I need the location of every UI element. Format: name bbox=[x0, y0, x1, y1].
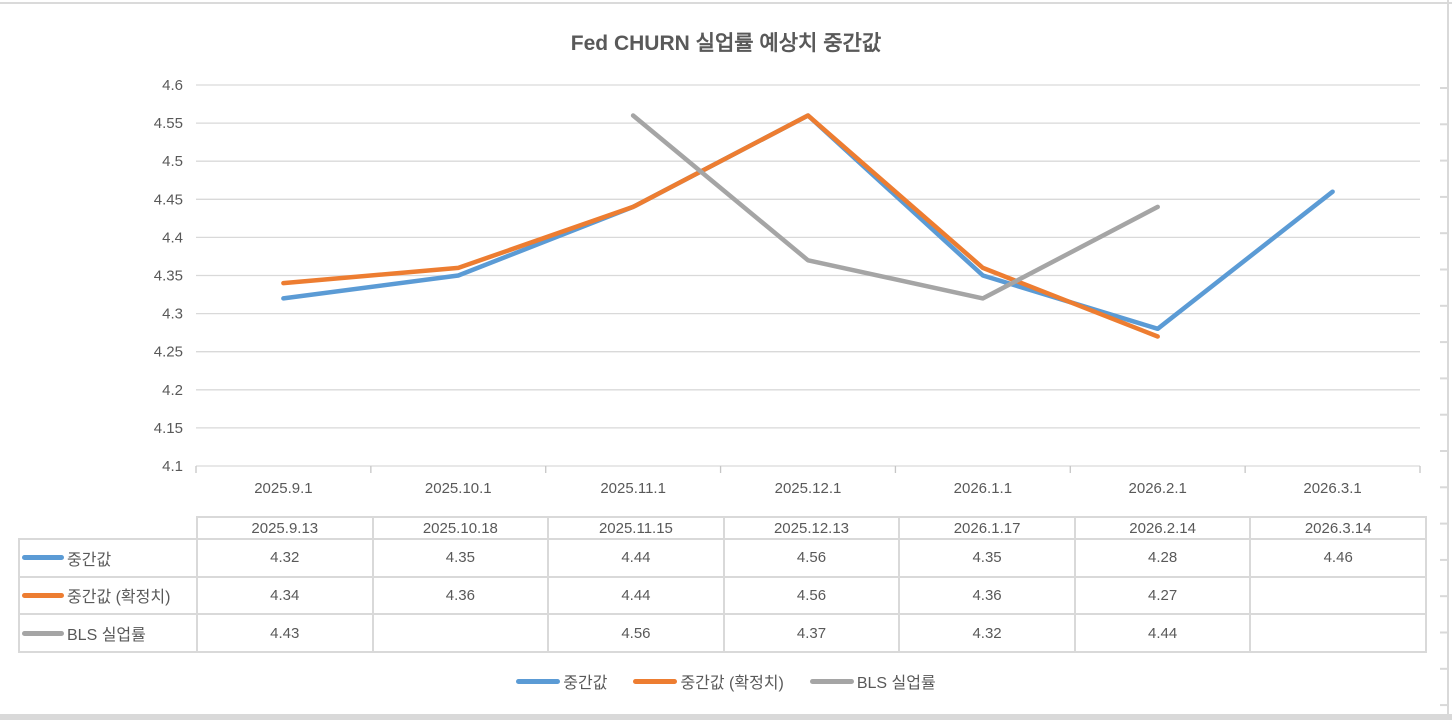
table-cell: 4.32 bbox=[198, 540, 372, 576]
table-cell: 4.56 bbox=[724, 540, 899, 576]
legend-item-label: 중간값 bbox=[563, 675, 608, 692]
series-line bbox=[281, 113, 1160, 339]
legend-key-icon bbox=[809, 678, 854, 684]
svg-text:2025.9.1: 2025.9.1 bbox=[254, 480, 312, 497]
svg-text:4.5: 4.5 bbox=[162, 153, 183, 170]
table-cell: 4.43 bbox=[198, 615, 372, 651]
svg-text:2025.12.1: 2025.12.1 bbox=[775, 480, 842, 497]
date-cell: 2026.1.17 bbox=[900, 518, 1074, 538]
series-key-icon bbox=[22, 592, 64, 598]
svg-text:4.3: 4.3 bbox=[162, 306, 183, 323]
series-key-icon bbox=[22, 630, 64, 636]
table-cell: 4.46 bbox=[1251, 540, 1425, 576]
table-cell bbox=[1251, 615, 1425, 651]
table-cell: 4.32 bbox=[900, 615, 1074, 651]
svg-text:2025.11.1: 2025.11.1 bbox=[600, 480, 666, 497]
legend-item-label: BLS 실업률 bbox=[856, 675, 936, 692]
date-cell: 2025.11.15 bbox=[549, 518, 723, 538]
table-cell: 4.36 bbox=[900, 577, 1074, 614]
svg-text:4.55: 4.55 bbox=[154, 115, 183, 132]
date-cell: 2025.12.13 bbox=[724, 518, 899, 538]
svg-text:4.35: 4.35 bbox=[154, 268, 183, 285]
bottom-border-strip bbox=[0, 714, 1452, 720]
svg-text:4.1: 4.1 bbox=[162, 458, 183, 475]
series-line bbox=[281, 113, 1335, 332]
table-cell: 4.44 bbox=[1075, 615, 1250, 651]
table-cell: 4.35 bbox=[373, 540, 548, 576]
table-cell: 4.35 bbox=[900, 540, 1074, 576]
svg-text:4.15: 4.15 bbox=[154, 420, 183, 437]
date-cell: 2026.3.14 bbox=[1251, 518, 1425, 538]
series-row-label: 중간값 (확정치) bbox=[20, 577, 196, 614]
x-axis-labels: 2025.9.1 2025.10.1 2025.11.1 2025.12.1 2026.… bbox=[254, 480, 1362, 497]
date-cell: 2025.10.18 bbox=[373, 518, 548, 538]
data-table-body: 중간값 4.32 4.35 4.44 4.56 4.35 4.28 4.46 중간값 (확정치)… bbox=[18, 538, 1427, 653]
legend-key-icon bbox=[633, 678, 678, 684]
series-name: 중간값 bbox=[67, 551, 112, 569]
chart-legend: 중간값 중간값 (확정치) BLS 실업률 bbox=[0, 669, 1452, 693]
table-cell: 4.37 bbox=[724, 615, 899, 651]
table-cell bbox=[373, 615, 548, 651]
gridlines bbox=[196, 84, 1420, 467]
svg-text:2026.2.1: 2026.2.1 bbox=[1129, 480, 1187, 497]
top-border-line bbox=[0, 2, 1452, 4]
legend-item: 중간값 (확정치) bbox=[633, 669, 784, 693]
svg-text:2026.3.1: 2026.3.1 bbox=[1303, 480, 1361, 497]
series-row-label: BLS 실업률 bbox=[20, 615, 196, 651]
table-cell: 4.36 bbox=[373, 577, 548, 614]
date-cell: 2026.2.14 bbox=[1075, 518, 1250, 538]
legend-item: BLS 실업률 bbox=[809, 669, 936, 693]
table-cell: 4.27 bbox=[1075, 577, 1250, 614]
table-cell: 4.28 bbox=[1075, 540, 1250, 576]
table-cell: 4.56 bbox=[549, 615, 723, 651]
table-cell: 4.44 bbox=[549, 540, 723, 576]
series-key-icon bbox=[22, 555, 64, 561]
series-name: 중간값 (확정치) bbox=[67, 589, 171, 607]
table-cell: 4.56 bbox=[724, 577, 899, 614]
legend-item-label: 중간값 (확정치) bbox=[680, 675, 784, 692]
table-cell bbox=[1251, 577, 1425, 614]
svg-text:4.2: 4.2 bbox=[162, 382, 183, 399]
series-row-label: 중간값 bbox=[20, 540, 196, 576]
legend-item: 중간값 bbox=[516, 669, 607, 693]
svg-text:2026.1.1: 2026.1.1 bbox=[954, 480, 1012, 497]
adjacent-column-axis bbox=[1440, 0, 1449, 714]
chart-title: Fed CHURN 실업률 예상치 중간값 bbox=[570, 32, 882, 55]
table-cell: 4.34 bbox=[198, 577, 372, 614]
y-axis-labels: 4.6 4.55 4.5 4.45 4.4 4.35 4.3 4.25 4.2 4.15 4.1 bbox=[154, 77, 183, 475]
x-axis-ticks bbox=[195, 466, 1421, 473]
legend-key-icon bbox=[516, 678, 561, 684]
svg-text:4.25: 4.25 bbox=[154, 344, 183, 361]
date-cell: 2025.9.13 bbox=[198, 518, 372, 538]
table-cell: 4.44 bbox=[549, 577, 723, 614]
svg-text:4.4: 4.4 bbox=[162, 229, 183, 246]
svg-text:2025.10.1: 2025.10.1 bbox=[425, 480, 492, 497]
svg-text:4.6: 4.6 bbox=[162, 77, 183, 94]
series-line bbox=[630, 113, 1160, 301]
svg-text:4.45: 4.45 bbox=[154, 191, 183, 208]
series-name: BLS 실업률 bbox=[67, 627, 146, 645]
data-table-date-row: 2025.9.13 2025.10.18 2025.11.15 2025.12.13 2… bbox=[196, 516, 1427, 540]
